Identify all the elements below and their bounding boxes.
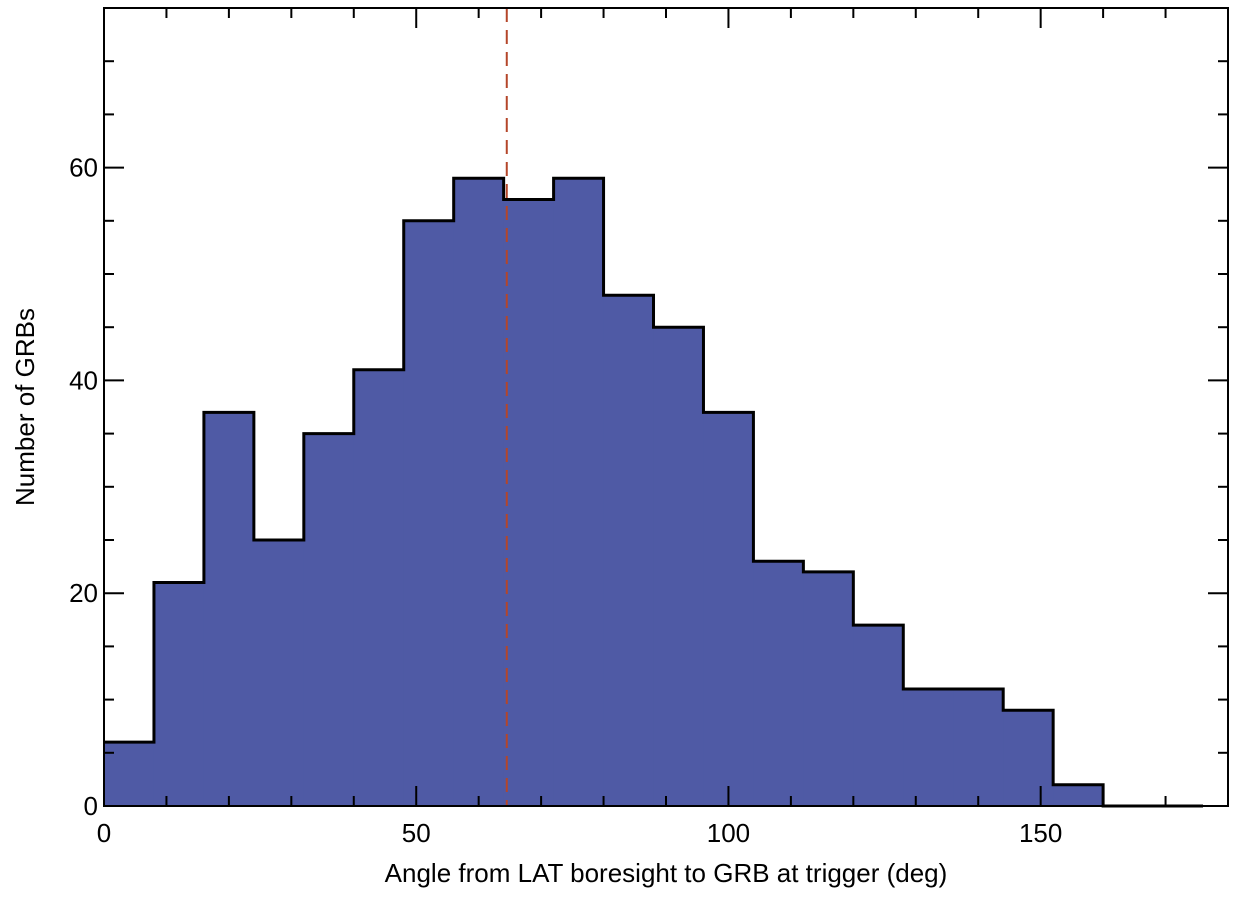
histogram-bar <box>153 582 205 806</box>
histogram-bar <box>653 327 704 806</box>
axis-ticks <box>103 7 1229 807</box>
y-tick-label: 60 <box>69 153 98 183</box>
histogram-bar <box>453 178 505 807</box>
x-axis-label: Angle from LAT boresight to GRB at trigg… <box>385 858 948 888</box>
y-tick-label: 20 <box>69 578 98 608</box>
y-axis-label: Number of GRBs <box>10 308 40 506</box>
histogram-bar <box>903 688 954 806</box>
histogram-bar <box>753 561 804 806</box>
x-tick-label: 100 <box>707 818 750 848</box>
y-tick-label: 40 <box>69 365 98 395</box>
histogram-bar <box>203 412 255 806</box>
histogram-bar <box>603 295 655 806</box>
x-tick-label: 150 <box>1019 818 1062 848</box>
histogram-bar <box>853 625 904 806</box>
histogram-bar <box>1053 784 1104 806</box>
histogram-bar <box>953 688 1004 806</box>
x-tick-label: 0 <box>97 818 111 848</box>
histogram-bar <box>703 412 754 806</box>
histogram-outline <box>104 176 1204 808</box>
histogram-bar <box>803 571 854 806</box>
tick-labels: 0 50 100 150 0 20 40 60 <box>69 153 1062 848</box>
histogram-bar <box>303 433 355 806</box>
x-tick-label: 50 <box>402 818 431 848</box>
histogram-bar <box>353 369 405 806</box>
histogram-bar <box>1003 710 1054 806</box>
histogram-bar <box>104 742 155 806</box>
histogram-bars <box>104 176 1204 808</box>
histogram-bar <box>553 178 605 807</box>
y-tick-label: 0 <box>84 791 98 821</box>
histogram-bar <box>253 540 305 806</box>
histogram-bar <box>403 220 455 807</box>
histogram-bar <box>503 199 555 806</box>
